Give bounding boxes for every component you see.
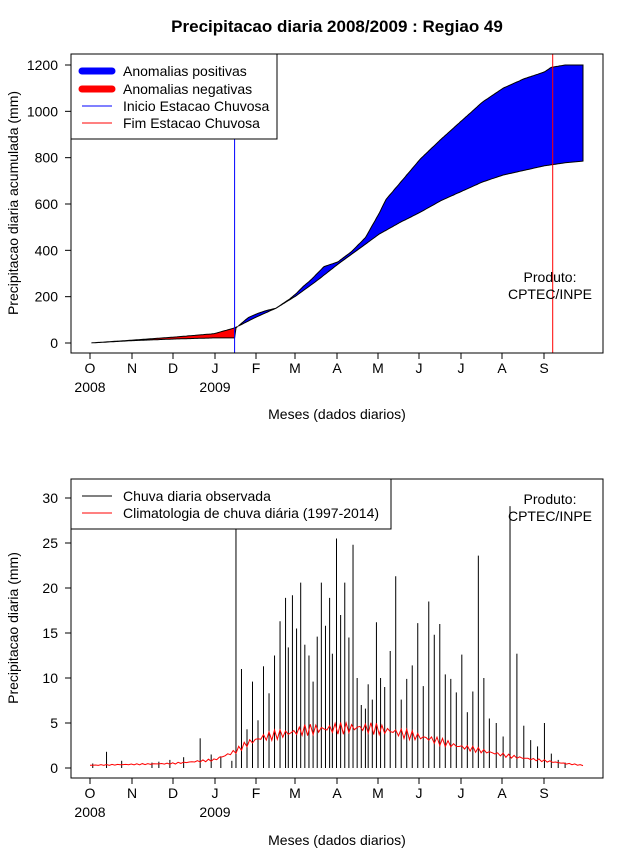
bottom-plot: 0 5 10 15 20 25 30 O N D J F M A M J J A S 2008 2009 [42, 478, 604, 820]
chart-title: Precipitacao diaria 2008/2009 : Regiao 4… [171, 17, 503, 36]
positive-anomaly-area [238, 64, 584, 327]
top-y-axis-label: Precipitacao diaria acumulada (mm) [5, 91, 21, 315]
top-plot: 0 200 400 600 800 1000 1200 O N D J F M A M J J A S 2008 20… [27, 53, 604, 395]
top-x-tick-label: O [85, 360, 96, 376]
bottom-year-label: 2008 [74, 804, 105, 820]
bottom-y-tick-label: 0 [50, 760, 58, 776]
top-x-tick-label: M [289, 360, 301, 376]
legend-label-positive: Anomalias positivas [123, 63, 247, 79]
bottom-x-tick-label: J [458, 785, 465, 801]
top-x-tick-label: N [127, 360, 137, 376]
legend-label-fim: Fim Estacao Chuvosa [123, 115, 260, 131]
legend-label-inicio: Inicio Estacao Chuvosa [123, 98, 270, 114]
bottom-y-tick-label: 15 [42, 625, 58, 641]
bottom-y-axis: 0 5 10 15 20 25 30 [42, 490, 71, 776]
legend-label-negative: Anomalias negativas [123, 81, 252, 97]
top-y-tick-label: 1000 [27, 103, 58, 119]
climatology-line [90, 721, 584, 767]
bottom-x-tick-label: A [497, 785, 507, 801]
bottom-y-tick-label: 30 [42, 490, 58, 506]
bottom-y-tick-label: 20 [42, 580, 58, 596]
bottom-y-tick-label: 25 [42, 535, 58, 551]
bottom-produto-source: CPTEC/INPE [508, 508, 592, 524]
bottom-y-axis-label: Precipitacao diaria (mm) [5, 552, 21, 704]
bottom-bars [92, 506, 566, 768]
bottom-x-tick-label: A [332, 785, 342, 801]
top-anomaly-fill [91, 64, 584, 344]
top-x-tick-label: A [497, 360, 507, 376]
top-y-tick-label: 800 [35, 150, 59, 166]
top-year-label: 2009 [199, 379, 230, 395]
top-x-tick-label: J [416, 360, 423, 376]
bottom-x-tick-label: D [168, 785, 178, 801]
bottom-x-tick-label: F [252, 785, 261, 801]
top-x-tick-label: J [212, 360, 219, 376]
bottom-y-tick-label: 5 [50, 715, 58, 731]
bottom-x-tick-label: N [127, 785, 137, 801]
top-produto-source: CPTEC/INPE [508, 286, 592, 302]
bottom-x-axis-label: Meses (dados diarios) [268, 832, 406, 848]
legend-label-climatology: Climatologia de chuva diária (1997-2014) [123, 505, 379, 521]
bottom-x-tick-label: M [289, 785, 301, 801]
top-y-tick-label: 1200 [27, 57, 58, 73]
bottom-x-tick-label: J [416, 785, 423, 801]
top-x-axis: O N D J F M A M J J A S 2008 2009 [74, 353, 549, 395]
top-produto-label: Produto: [524, 269, 577, 285]
top-x-tick-label: D [168, 360, 178, 376]
top-x-tick-label: S [539, 360, 548, 376]
top-y-tick-label: 400 [35, 242, 59, 258]
top-x-axis-label: Meses (dados diarios) [268, 406, 406, 422]
bottom-x-tick-label: S [539, 785, 548, 801]
negative-anomaly-area [91, 325, 238, 344]
top-y-tick-label: 0 [50, 335, 58, 351]
top-x-tick-label: M [372, 360, 384, 376]
top-x-tick-label: J [458, 360, 465, 376]
top-y-tick-label: 200 [35, 289, 59, 305]
bottom-x-axis: O N D J F M A M J J A S 2008 2009 [74, 778, 549, 820]
bottom-legend-box [70, 478, 392, 530]
top-year-label: 2008 [74, 379, 105, 395]
bottom-x-tick-label: M [372, 785, 384, 801]
legend-label-observed: Chuva diaria observada [123, 488, 271, 504]
bottom-x-tick-label: J [212, 785, 219, 801]
bottom-produto-label: Produto: [524, 491, 577, 507]
top-y-axis: 0 200 400 600 800 1000 1200 [27, 57, 71, 351]
bottom-year-label: 2009 [199, 804, 230, 820]
bottom-legend: Chuva diaria observada Climatologia de c… [70, 478, 392, 530]
top-y-tick-label: 600 [35, 196, 59, 212]
top-x-tick-label: A [332, 360, 342, 376]
bottom-x-tick-label: O [85, 785, 96, 801]
bottom-y-tick-label: 10 [42, 670, 58, 686]
top-legend: Anomalias positivas Anomalias negativas … [70, 53, 278, 140]
top-x-tick-label: F [252, 360, 261, 376]
